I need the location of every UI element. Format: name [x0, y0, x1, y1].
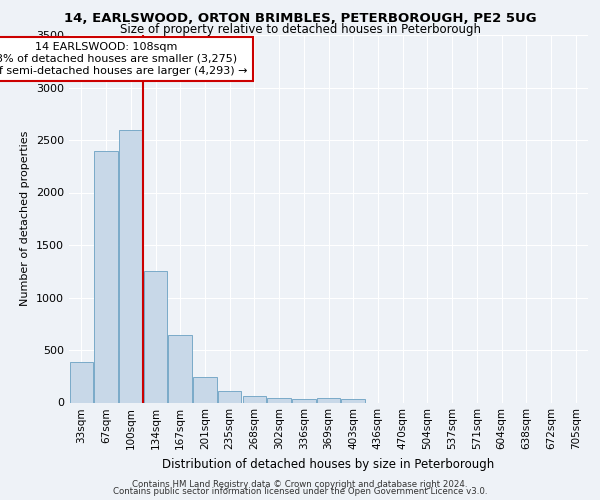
Text: Contains public sector information licensed under the Open Government Licence v3: Contains public sector information licen…: [113, 488, 487, 496]
Bar: [169, 336, 192, 402]
Text: 14, EARLSWOOD, ORTON BRIMBLES, PETERBOROUGH, PE2 5UG: 14, EARLSWOOD, ORTON BRIMBLES, PETERBORO…: [64, 12, 536, 26]
Bar: [292, 400, 316, 402]
Text: Contains HM Land Registry data © Crown copyright and database right 2024.: Contains HM Land Registry data © Crown c…: [132, 480, 468, 489]
Bar: [242, 396, 266, 402]
Text: 14 EARLSWOOD: 108sqm
← 43% of detached houses are smaller (3,275)
56% of semi-de: 14 EARLSWOOD: 108sqm ← 43% of detached h…: [0, 42, 248, 76]
Bar: [268, 398, 291, 402]
Bar: [119, 130, 143, 402]
Y-axis label: Number of detached properties: Number of detached properties: [20, 131, 31, 306]
Bar: [144, 271, 167, 402]
Bar: [94, 150, 118, 402]
Bar: [341, 400, 365, 402]
Bar: [218, 391, 241, 402]
Bar: [317, 398, 340, 402]
X-axis label: Distribution of detached houses by size in Peterborough: Distribution of detached houses by size …: [163, 458, 494, 471]
Bar: [70, 362, 93, 403]
Bar: [193, 377, 217, 402]
Text: Size of property relative to detached houses in Peterborough: Size of property relative to detached ho…: [119, 22, 481, 36]
